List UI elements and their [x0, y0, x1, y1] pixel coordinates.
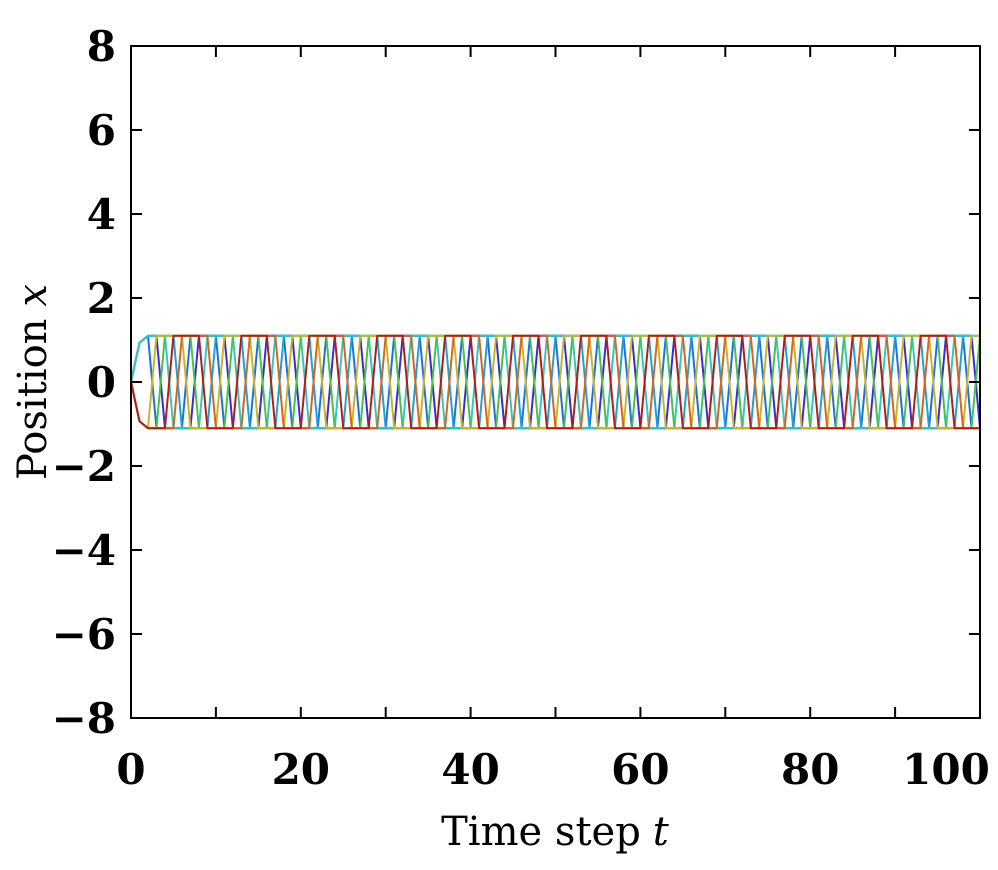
ytick-label-5: −2: [52, 442, 116, 491]
y-axis-variable: x: [10, 284, 56, 307]
ytick-label-3: 2: [87, 274, 116, 323]
xtick-label-3: 60: [611, 745, 669, 794]
xtick-label-0: 0: [116, 745, 145, 794]
series-group: [131, 334, 980, 430]
ytick-label-8: −8: [52, 694, 116, 743]
y-axis-label: Position x: [10, 284, 56, 480]
x-axis-variable: t: [653, 809, 670, 855]
x-axis-label: Time step t: [441, 809, 670, 855]
ytick-label-0: 8: [87, 22, 116, 71]
ytick-label-4: 0: [87, 358, 116, 407]
plot-frame: [130, 45, 981, 719]
xtick-label-4: 80: [781, 745, 839, 794]
ytick-label-1: 6: [87, 106, 116, 155]
plot-background: [131, 46, 980, 718]
x-axis-label-text: Time step: [441, 809, 641, 855]
xtick-label-2: 40: [441, 745, 499, 794]
xtick-label-5: 100: [902, 745, 990, 794]
ytick-label-6: −4: [52, 526, 116, 575]
y-axis-label-text: Position: [10, 319, 56, 480]
ytick-label-2: 4: [87, 190, 116, 239]
ytick-label-7: −6: [52, 610, 116, 659]
series-line-8: [131, 334, 980, 430]
xtick-label-1: 20: [272, 745, 330, 794]
